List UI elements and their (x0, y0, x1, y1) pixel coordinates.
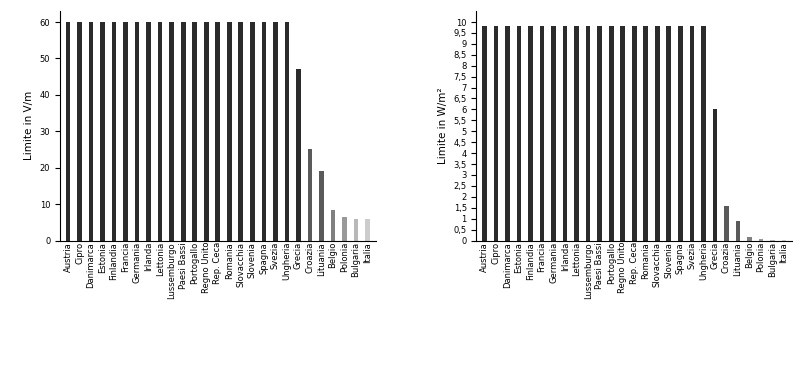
Bar (713, 110, 717, 240)
Bar (78, 22, 82, 241)
Y-axis label: Limite in W/m²: Limite in W/m² (438, 88, 448, 164)
Bar (170, 22, 174, 241)
Bar (135, 22, 139, 241)
Bar (215, 22, 220, 241)
Bar (494, 26, 498, 240)
Bar (643, 26, 648, 240)
Bar (747, 237, 752, 241)
Bar (319, 171, 324, 240)
Bar (678, 26, 682, 240)
Bar (506, 26, 510, 240)
Bar (724, 206, 729, 240)
Bar (181, 22, 186, 241)
Bar (517, 26, 522, 240)
Bar (586, 26, 590, 240)
Bar (701, 26, 706, 240)
Bar (273, 22, 278, 241)
Bar (540, 26, 545, 240)
Bar (621, 26, 625, 240)
Bar (563, 26, 567, 240)
Bar (342, 217, 346, 240)
Bar (758, 239, 763, 241)
Bar (204, 22, 209, 241)
Bar (285, 22, 289, 241)
Bar (574, 26, 579, 240)
Bar (655, 26, 659, 240)
Bar (598, 26, 602, 240)
Bar (551, 26, 556, 240)
Bar (365, 219, 370, 240)
Bar (666, 26, 671, 240)
Bar (89, 22, 94, 241)
Bar (482, 26, 487, 240)
Bar (770, 240, 774, 241)
Bar (690, 26, 694, 240)
Bar (330, 209, 335, 240)
Bar (100, 22, 105, 241)
Bar (296, 69, 301, 240)
Bar (227, 22, 231, 241)
Y-axis label: Limite in V/m: Limite in V/m (24, 91, 34, 161)
Bar (262, 22, 266, 241)
Bar (66, 22, 70, 241)
Bar (250, 22, 254, 241)
Bar (354, 219, 358, 240)
Bar (158, 22, 162, 241)
Bar (735, 221, 740, 240)
Bar (146, 22, 151, 241)
Bar (193, 22, 197, 241)
Bar (307, 149, 312, 240)
Bar (112, 22, 117, 241)
Bar (123, 22, 128, 241)
Bar (238, 22, 243, 241)
Bar (782, 240, 786, 241)
Bar (528, 26, 533, 240)
Bar (609, 26, 614, 240)
Bar (632, 26, 637, 240)
